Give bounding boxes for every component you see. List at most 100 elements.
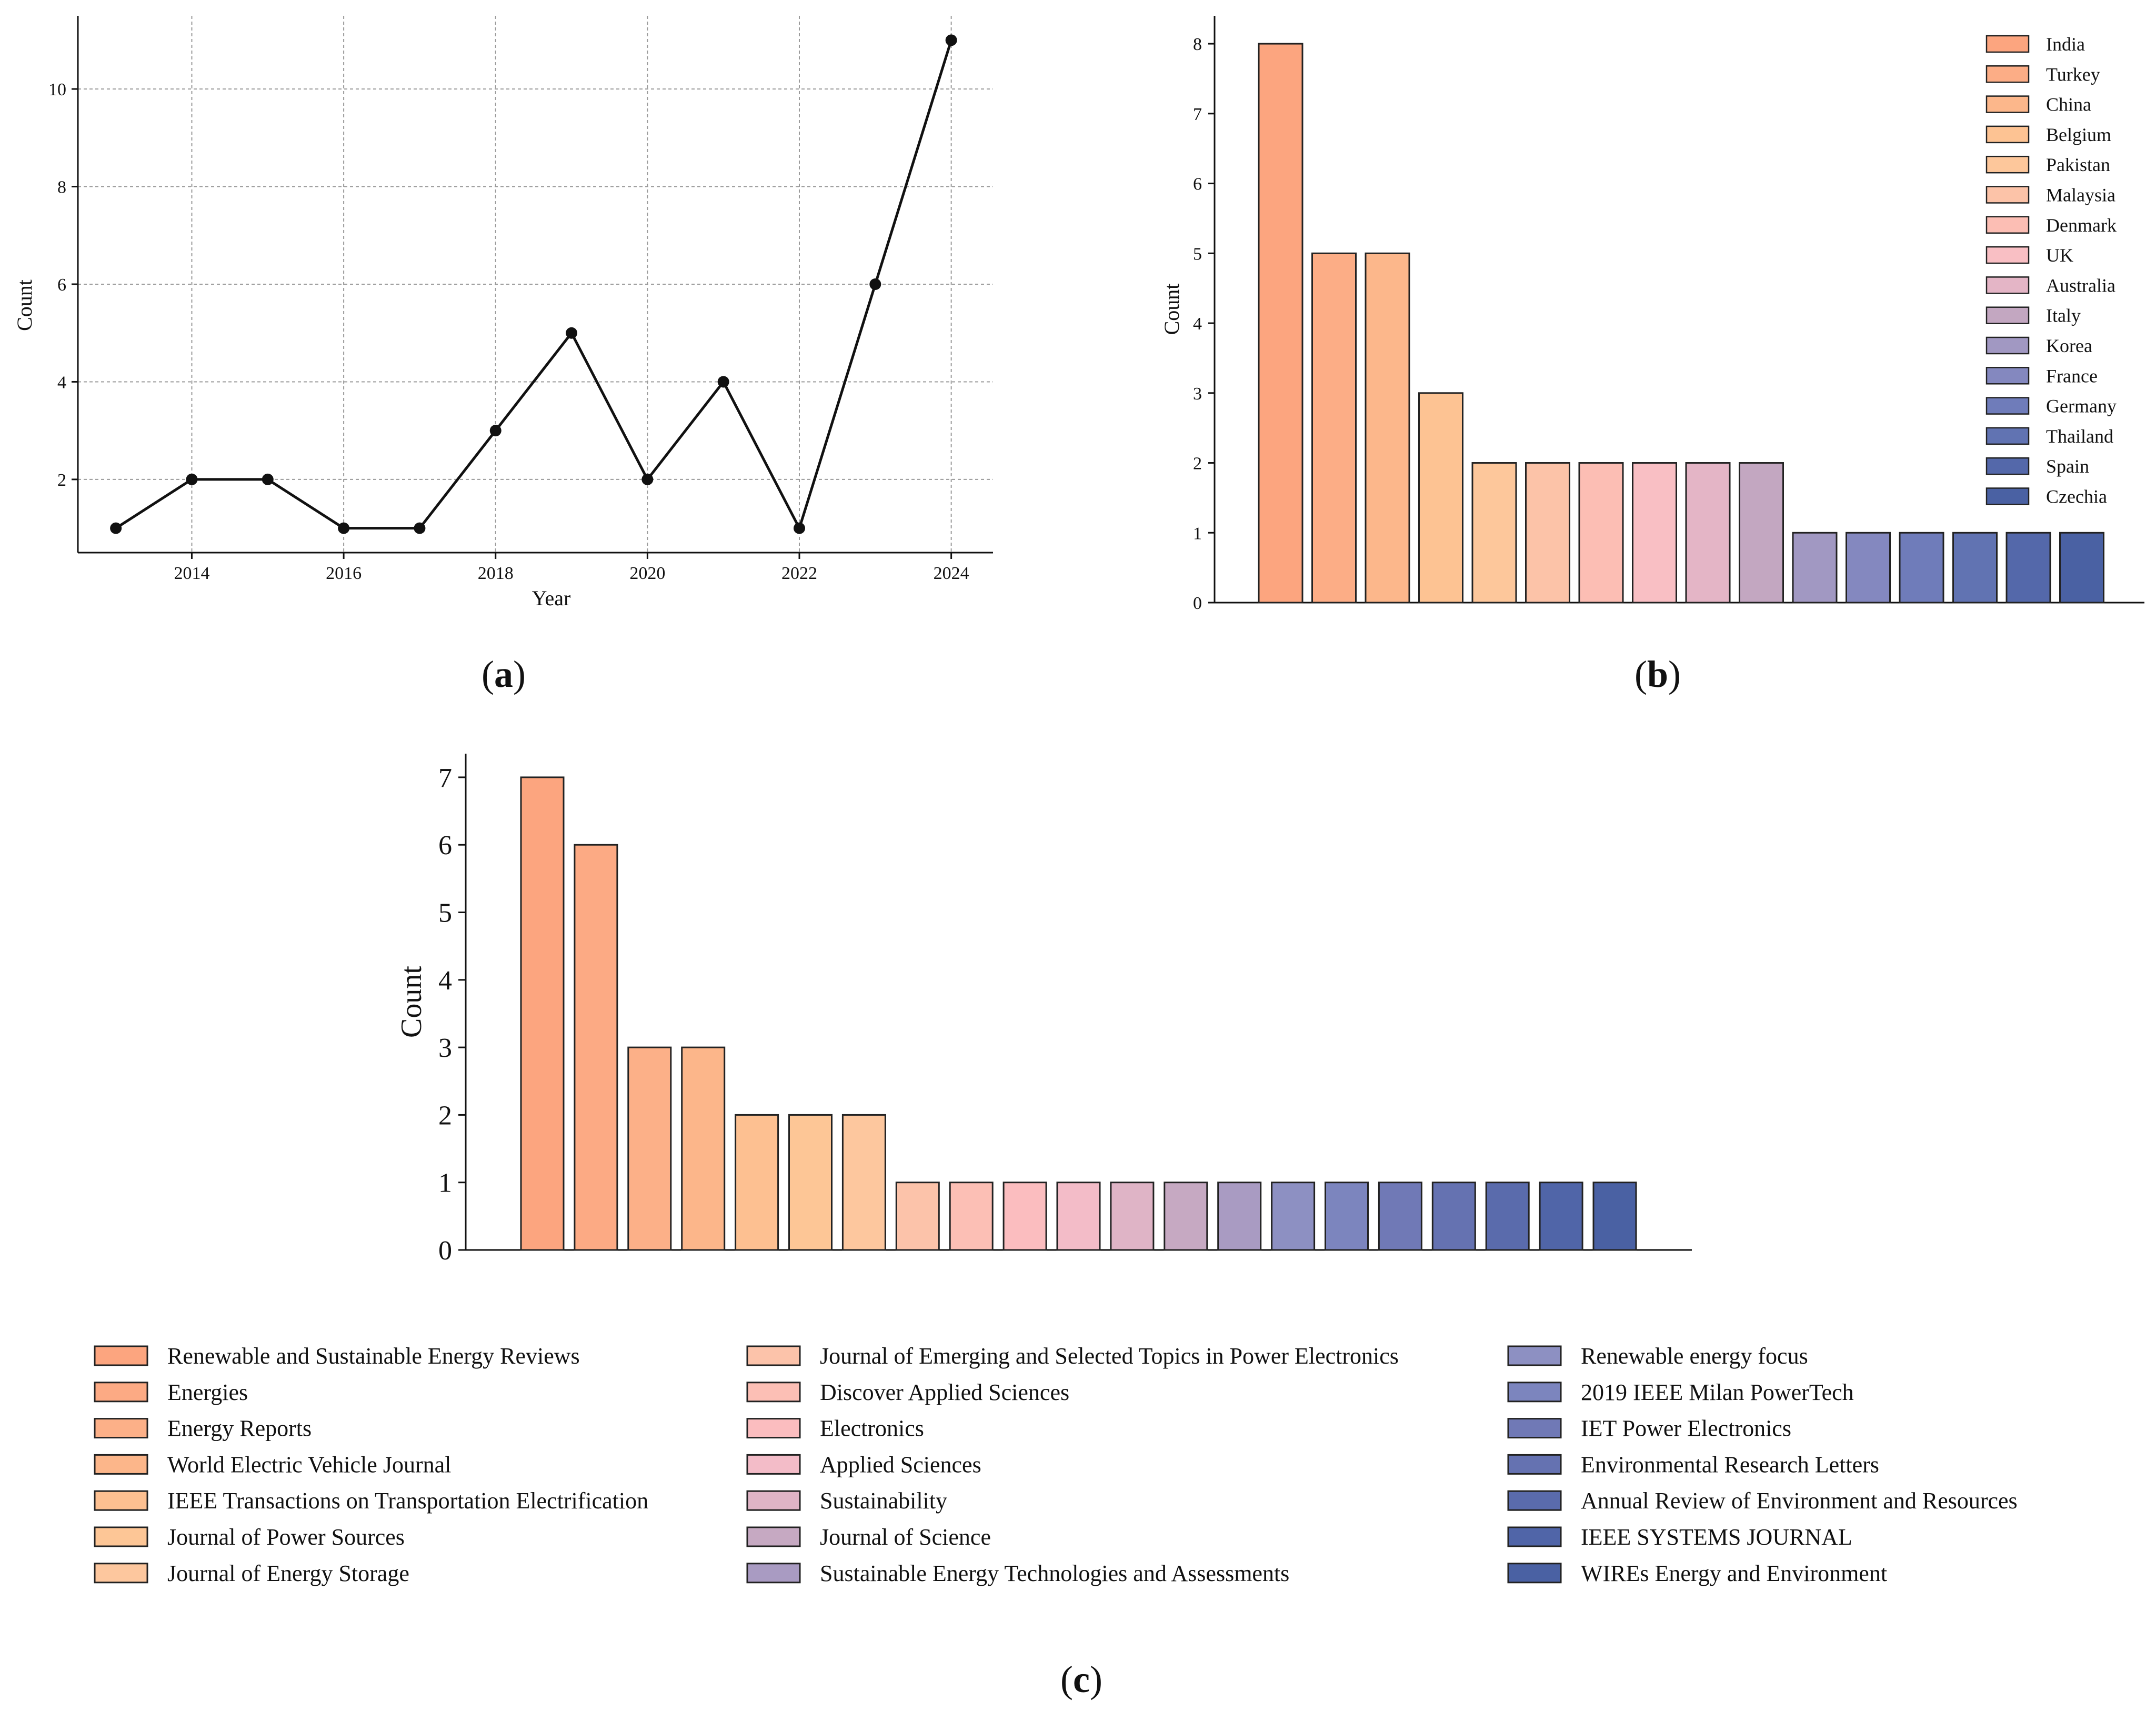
- legend-c: Renewable and Sustainable Energy Reviews…: [94, 1343, 2018, 1586]
- legend-label: Energy Reports: [167, 1416, 312, 1442]
- bar: [1164, 1182, 1208, 1251]
- legend-swatch: [1985, 306, 2030, 324]
- bar: [1056, 1182, 1101, 1251]
- bar-chart-c: 0 1 2 3 4 5 6 7 Count: [395, 754, 1692, 1266]
- legend-label: Spain: [2046, 456, 2089, 477]
- data-point: [110, 522, 122, 534]
- bar: [2005, 532, 2051, 604]
- legend-swatch: [1985, 125, 2030, 144]
- bar: [1365, 252, 1410, 604]
- legend-label: IEEE SYSTEMS JOURNAL: [1581, 1524, 1852, 1550]
- y-tick-label: 0: [438, 1236, 452, 1266]
- y-tick-label: 3: [438, 1033, 452, 1063]
- data-point: [566, 327, 578, 339]
- legend-swatch: [1507, 1418, 1562, 1439]
- y-tick-label: 4: [1193, 314, 1202, 334]
- data-point: [717, 376, 729, 388]
- legend-label: World Electric Vehicle Journal: [167, 1452, 451, 1477]
- legend-swatch: [1507, 1526, 1562, 1547]
- y-tick-label: 2: [57, 471, 66, 490]
- bar: [627, 1046, 672, 1251]
- bar: [1217, 1182, 1262, 1251]
- legend-swatch: [1507, 1345, 1562, 1366]
- bar: [1378, 1182, 1422, 1251]
- bar: [735, 1114, 779, 1251]
- legend-label: WIREs Energy and Environment: [1581, 1560, 1887, 1586]
- y-axis-label: Count: [1160, 284, 1184, 335]
- bar: [1899, 532, 1944, 604]
- y-tick-label: 8: [1193, 35, 1202, 54]
- legend-swatch: [1985, 35, 2030, 53]
- data-point: [945, 34, 957, 46]
- panel-label-c: (c): [1060, 1658, 1102, 1700]
- y-tick-label: 0: [1193, 594, 1202, 613]
- y-tick-label: 4: [57, 373, 66, 392]
- legend-label: Energies: [167, 1379, 248, 1405]
- x-tick-label: 2024: [934, 564, 969, 583]
- legend-label: Discover Applied Sciences: [820, 1379, 1069, 1405]
- data-point: [869, 278, 881, 290]
- y-tick-label: 4: [438, 966, 452, 996]
- legend-label: Applied Sciences: [820, 1452, 981, 1477]
- bar: [1002, 1182, 1047, 1251]
- legend-swatch: [1507, 1490, 1562, 1511]
- x-tick-label: 2022: [781, 564, 817, 583]
- legend-swatch: [1985, 216, 2030, 234]
- panel-label-a-letter: a: [494, 653, 513, 695]
- y-tick-label: 10: [48, 80, 66, 99]
- bar: [949, 1182, 994, 1251]
- legend-label: Annual Review of Environment and Resourc…: [1581, 1488, 2018, 1514]
- y-tick-label: 8: [57, 178, 66, 197]
- legend-label: Electronics: [820, 1416, 924, 1442]
- x-tick-label: 2018: [478, 564, 514, 583]
- legend-label: Journal of Energy Storage: [167, 1560, 409, 1586]
- bar: [1792, 532, 1838, 604]
- legend-swatch: [94, 1563, 148, 1584]
- legend-swatch: [1507, 1382, 1562, 1403]
- legend-swatch: [1985, 336, 2030, 355]
- x-tick-label: 2014: [174, 564, 209, 583]
- bar: [520, 776, 565, 1251]
- y-tick-label: 1: [438, 1168, 452, 1198]
- legend-label: Renewable and Sustainable Energy Reviews: [167, 1343, 580, 1369]
- legend-b: India Turkey China Belgium Pakistan Malaysia D…: [1985, 34, 2117, 507]
- legend-label: Korea: [2046, 335, 2092, 356]
- legend-label: Italy: [2046, 305, 2081, 326]
- y-tick-label: 2: [438, 1100, 452, 1130]
- y-tick-label: 7: [438, 763, 452, 793]
- x-axis-label: Year: [532, 586, 571, 610]
- x-tick-label: 2020: [629, 564, 665, 583]
- legend-swatch: [1507, 1563, 1562, 1584]
- legend-label: Pakistan: [2046, 154, 2110, 175]
- legend-label: Journal of Science: [820, 1524, 991, 1550]
- bar: [1952, 532, 1998, 604]
- bar: [1592, 1182, 1637, 1251]
- legend-swatch: [1985, 95, 2030, 113]
- legend-swatch: [1507, 1454, 1562, 1475]
- y-tick-label: 3: [1193, 384, 1202, 404]
- legend-label: Sustainability: [820, 1488, 947, 1514]
- panel-label-b: (b): [1634, 653, 1681, 695]
- y-tick-label: 6: [1193, 175, 1202, 194]
- legend-swatch: [94, 1382, 148, 1403]
- data-point: [186, 473, 198, 485]
- legend-swatch: [1985, 487, 2030, 505]
- data-point: [793, 522, 805, 534]
- bar: [1485, 1182, 1530, 1251]
- panel-label-c-letter: c: [1073, 1658, 1090, 1700]
- bar: [681, 1046, 726, 1251]
- bar: [1685, 462, 1731, 604]
- legend-label: Renewable energy focus: [1581, 1343, 1808, 1369]
- legend-swatch: [94, 1490, 148, 1511]
- legend-label: Germany: [2046, 396, 2117, 417]
- legend-label: IEEE Transactions on Transportation Elec…: [167, 1488, 648, 1514]
- legend-swatch: [746, 1563, 801, 1584]
- bar: [1110, 1182, 1155, 1251]
- line-chart-a: 2014 2016 2018 2020 2022 2024 2 4 6 8 10 Year Count: [13, 16, 993, 610]
- legend-swatch: [1985, 427, 2030, 445]
- legend-label: Journal of Emerging and Selected Topics …: [820, 1343, 1399, 1369]
- bar: [1632, 462, 1677, 604]
- bar: [895, 1182, 940, 1251]
- legend-swatch: [94, 1345, 148, 1366]
- data-point: [338, 522, 350, 534]
